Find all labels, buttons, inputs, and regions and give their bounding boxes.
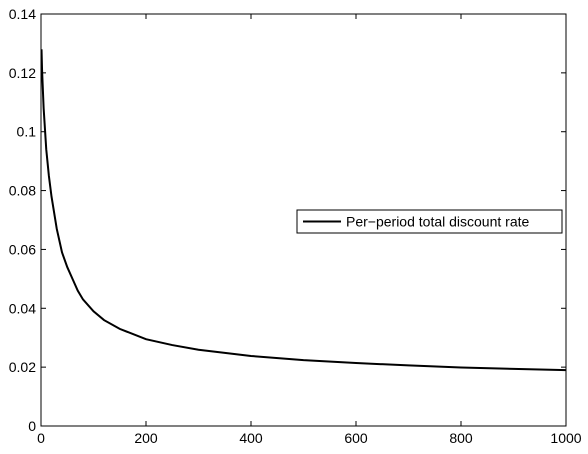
y-tick-label: 0.06: [9, 241, 36, 257]
x-tick-label: 200: [134, 430, 158, 446]
y-tick-label: 0.14: [9, 6, 36, 22]
y-tick-label: 0.08: [9, 183, 36, 199]
x-tick-label: 600: [344, 430, 368, 446]
x-tick-label: 800: [449, 430, 473, 446]
y-tick-label: 0.02: [9, 359, 36, 375]
x-tick-label: 0: [37, 430, 45, 446]
y-tick-label: 0.1: [17, 124, 37, 140]
y-tick-label: 0.04: [9, 300, 36, 316]
series-line-per-period-total-discount-rate: [40, 49, 567, 372]
x-tick-label: 400: [239, 430, 263, 446]
x-tick-label: 1000: [550, 430, 581, 446]
axis-ticks: [40, 13, 567, 427]
legend: Per−period total discount rate: [296, 209, 563, 234]
y-tick-label: 0.12: [9, 65, 36, 81]
y-tick-label: 0: [28, 418, 36, 434]
legend-box: [296, 209, 563, 234]
legend-entry-label: Per−period total discount rate: [346, 214, 529, 230]
tick-labels: 0 200 400 600 800 1000 0 0.02 0.04 0.06 0.08 0.1 0.1…: [9, 6, 582, 446]
